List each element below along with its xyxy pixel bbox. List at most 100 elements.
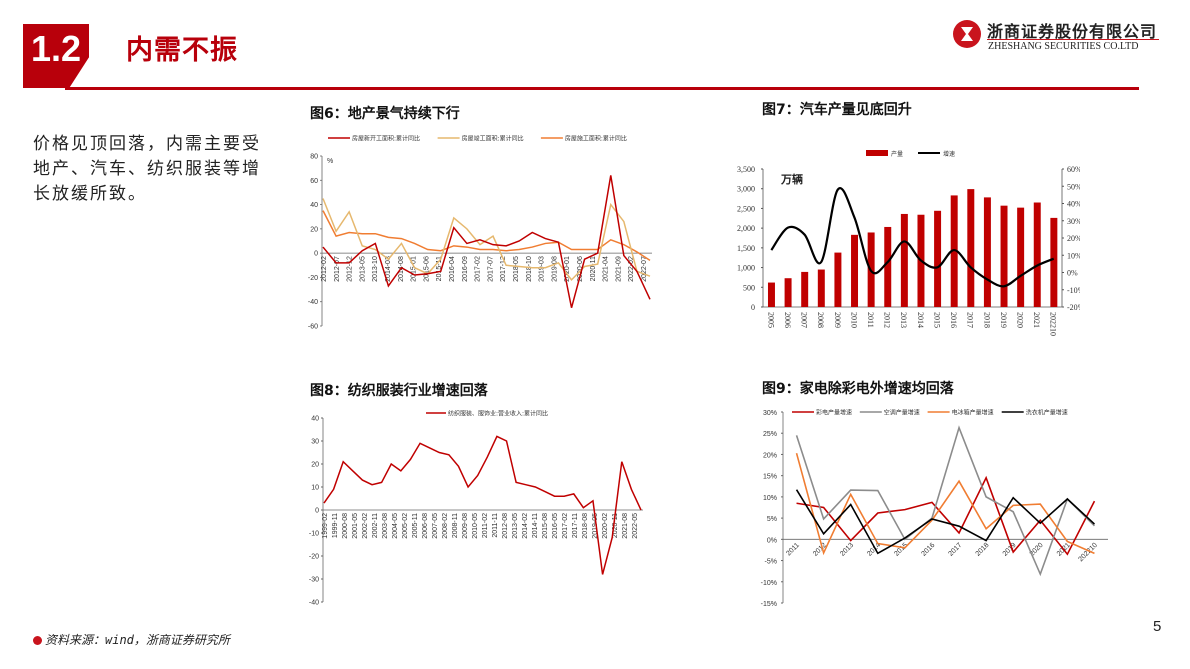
fig7-title: 图7：汽车产量见底回升 xyxy=(762,102,912,118)
svg-text:洗衣机产量增速: 洗衣机产量增速 xyxy=(1026,409,1068,417)
svg-text:20: 20 xyxy=(311,462,319,469)
svg-text:2017-02: 2017-02 xyxy=(475,256,482,282)
svg-text:2017-07: 2017-07 xyxy=(487,256,494,282)
summary-text: 价格见顶回落，内需主要受地产、汽车、纺织服装等增长放缓所致。 xyxy=(33,134,261,204)
svg-text:2018: 2018 xyxy=(975,542,991,558)
svg-text:2010: 2010 xyxy=(849,312,858,328)
svg-text:2009-08: 2009-08 xyxy=(462,513,469,539)
svg-text:2021-04: 2021-04 xyxy=(603,256,610,282)
svg-text:15%: 15% xyxy=(763,474,777,481)
svg-text:10%: 10% xyxy=(763,495,777,502)
svg-text:2012-02: 2012-02 xyxy=(321,256,328,282)
svg-text:0%: 0% xyxy=(767,537,777,544)
svg-text:2005-11: 2005-11 xyxy=(412,513,419,538)
svg-text:2018-10: 2018-10 xyxy=(526,256,533,282)
svg-text:2018: 2018 xyxy=(982,312,991,328)
bullet-icon xyxy=(33,636,42,645)
svg-text:2021-08: 2021-08 xyxy=(622,513,629,539)
svg-text:2001-05: 2001-05 xyxy=(352,513,359,539)
svg-text:-40: -40 xyxy=(308,299,318,306)
svg-text:2011: 2011 xyxy=(866,312,875,328)
svg-text:2015: 2015 xyxy=(932,312,941,328)
svg-text:2017-12: 2017-12 xyxy=(500,256,507,282)
svg-text:-20: -20 xyxy=(308,275,318,282)
fig8-title: 图8：纺织服装行业增速回落 xyxy=(310,383,488,399)
svg-text:30%: 30% xyxy=(1067,217,1080,226)
svg-text:2013-10: 2013-10 xyxy=(372,256,379,282)
svg-text:2022-05: 2022-05 xyxy=(632,513,639,539)
svg-text:2005-02: 2005-02 xyxy=(402,513,409,539)
svg-text:产量: 产量 xyxy=(891,150,903,158)
svg-text:2017: 2017 xyxy=(966,312,975,328)
svg-text:50%: 50% xyxy=(1067,182,1080,191)
svg-text:2013: 2013 xyxy=(899,312,908,328)
svg-text:25%: 25% xyxy=(763,431,777,438)
svg-text:2008: 2008 xyxy=(816,312,825,328)
svg-text:%: % xyxy=(327,158,333,165)
svg-text:2011: 2011 xyxy=(785,542,801,558)
svg-text:-30: -30 xyxy=(309,577,319,584)
svg-text:纺织服装、服饰业:营业收入:累计同比: 纺织服装、服饰业:营业收入:累计同比 xyxy=(448,410,548,418)
svg-text:空调产量增速: 空调产量增速 xyxy=(884,409,920,417)
page-number: 5 xyxy=(1153,618,1162,635)
svg-text:2014-03: 2014-03 xyxy=(385,256,392,282)
svg-text:30: 30 xyxy=(311,439,319,446)
svg-text:2011-11: 2011-11 xyxy=(492,513,499,538)
svg-text:2016-04: 2016-04 xyxy=(449,256,456,282)
svg-text:电冰箱产量增速: 电冰箱产量增速 xyxy=(952,409,994,417)
svg-text:房屋新开工面积:累计同比: 房屋新开工面积:累计同比 xyxy=(352,135,420,143)
header-divider xyxy=(65,87,1139,90)
svg-text:2012: 2012 xyxy=(883,312,892,328)
svg-text:2013: 2013 xyxy=(839,542,855,558)
svg-text:2013-05: 2013-05 xyxy=(359,256,366,282)
svg-text:2000-08: 2000-08 xyxy=(342,513,349,539)
svg-text:1,500: 1,500 xyxy=(737,244,755,253)
svg-text:2008-11: 2008-11 xyxy=(452,513,459,538)
svg-text:2022-02: 2022-02 xyxy=(628,256,635,282)
svg-text:2009: 2009 xyxy=(833,312,842,328)
svg-text:房屋施工面积:累计同比: 房屋施工面积:累计同比 xyxy=(565,135,627,143)
svg-text:2005: 2005 xyxy=(766,312,775,328)
svg-text:-10: -10 xyxy=(309,531,319,538)
svg-text:2018-05: 2018-05 xyxy=(513,256,520,282)
svg-text:1,000: 1,000 xyxy=(737,264,755,273)
svg-text:-10%: -10% xyxy=(761,580,777,587)
svg-text:2020-02: 2020-02 xyxy=(602,513,609,539)
svg-text:0: 0 xyxy=(751,303,755,312)
svg-text:2019-03: 2019-03 xyxy=(539,256,546,282)
svg-text:-20: -20 xyxy=(309,554,319,561)
svg-text:房屋竣工面积:累计同比: 房屋竣工面积:累计同比 xyxy=(462,135,524,143)
svg-text:2012-12: 2012-12 xyxy=(347,256,354,282)
svg-text:2006: 2006 xyxy=(783,312,792,328)
svg-text:2019: 2019 xyxy=(999,312,1008,328)
svg-text:彩电产量增速: 彩电产量增速 xyxy=(816,409,852,417)
svg-text:2019-08: 2019-08 xyxy=(551,256,558,282)
svg-text:20%: 20% xyxy=(763,452,777,459)
svg-text:万辆: 万辆 xyxy=(780,172,803,186)
svg-text:2013-05: 2013-05 xyxy=(512,513,519,539)
svg-text:2015-08: 2015-08 xyxy=(542,513,549,539)
svg-text:增速: 增速 xyxy=(943,150,955,158)
logo-underline xyxy=(987,39,1159,40)
zheshang-logo-icon xyxy=(953,20,981,48)
svg-text:80: 80 xyxy=(310,154,318,161)
svg-text:40: 40 xyxy=(310,202,318,209)
svg-text:2006-08: 2006-08 xyxy=(422,513,429,539)
svg-text:0%: 0% xyxy=(1067,269,1078,278)
svg-text:2008-02: 2008-02 xyxy=(442,513,449,539)
svg-text:2002-11: 2002-11 xyxy=(372,513,379,538)
svg-text:0: 0 xyxy=(314,251,318,258)
svg-text:2,500: 2,500 xyxy=(737,204,755,213)
svg-text:2018-08: 2018-08 xyxy=(582,513,589,539)
svg-text:-10%: -10% xyxy=(1067,286,1080,295)
fig6-real-estate-chart: 房屋新开工面积:累计同比 房屋竣工面积:累计同比 房屋施工面积:累计同比 -60 -40… xyxy=(300,125,660,335)
svg-text:-15%: -15% xyxy=(761,601,777,608)
svg-text:2020-01: 2020-01 xyxy=(564,256,571,282)
svg-text:2016-05: 2016-05 xyxy=(552,513,559,539)
svg-text:-20%: -20% xyxy=(1067,303,1080,312)
svg-text:2020-06: 2020-06 xyxy=(577,256,584,282)
svg-text:60: 60 xyxy=(310,178,318,185)
svg-text:2020: 2020 xyxy=(1015,312,1024,328)
svg-text:2016: 2016 xyxy=(949,312,958,328)
svg-text:2017-11: 2017-11 xyxy=(572,513,579,538)
